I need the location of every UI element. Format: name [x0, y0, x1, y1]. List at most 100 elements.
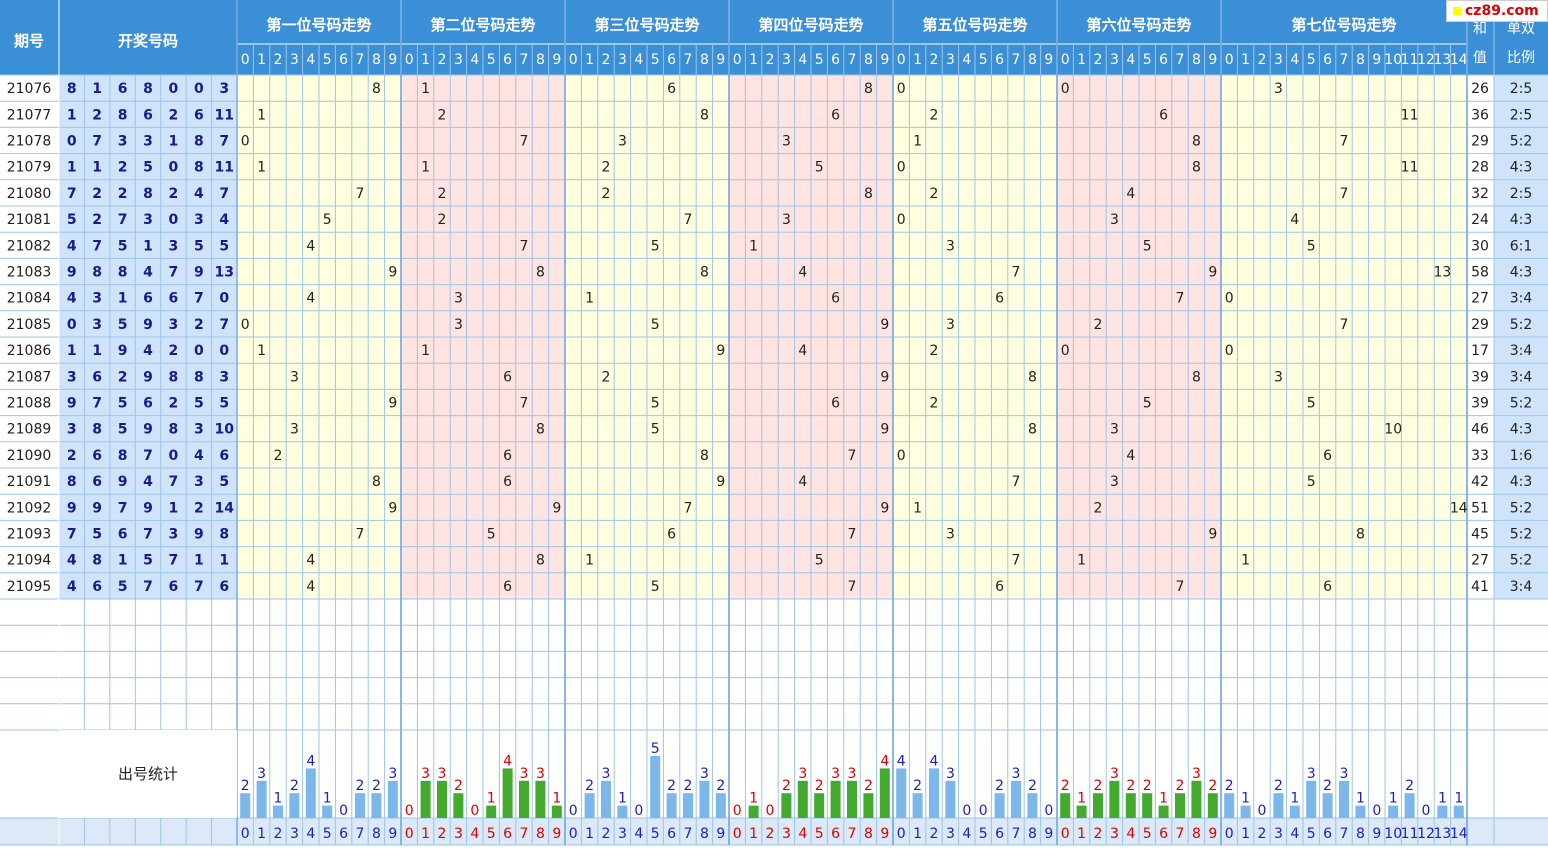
- winning-number: 7: [118, 500, 128, 516]
- digit-header: 0: [733, 52, 742, 68]
- trend-number: 3: [946, 317, 955, 333]
- stats-value: 2: [1274, 778, 1283, 794]
- ratio-cell: 4:3: [1510, 265, 1533, 281]
- digit-header: 4: [306, 52, 315, 68]
- footer-digit: 5: [651, 826, 660, 842]
- stats-bar: [355, 793, 365, 818]
- stats-bar: [1437, 805, 1448, 818]
- stats-bar: [551, 805, 562, 818]
- digit-header: 6: [503, 52, 512, 68]
- trend-number: 8: [864, 186, 873, 202]
- stats-bar: [601, 780, 611, 818]
- winning-number: 7: [169, 553, 179, 569]
- site-watermark[interactable]: cz89.com: [1446, 0, 1548, 22]
- winning-number: 9: [143, 422, 153, 438]
- winning-number: 9: [118, 474, 128, 490]
- footer-digit: 3: [618, 826, 627, 842]
- ratio-cell: 5:2: [1510, 527, 1533, 543]
- stats-bar: [502, 768, 513, 818]
- trend-number: 6: [1323, 579, 1332, 595]
- winning-number: 0: [169, 212, 179, 228]
- footer-digit: 1: [1077, 826, 1086, 842]
- winning-header: 开奖号码: [118, 32, 178, 50]
- trend-number: 9: [880, 500, 889, 516]
- digit-header: 9: [1372, 52, 1381, 68]
- winning-number: 0: [67, 134, 77, 150]
- digit-header: 5: [323, 52, 332, 68]
- digit-header: 9: [880, 52, 889, 68]
- digit-header: 14: [1450, 52, 1468, 68]
- footer-digit: 10: [1384, 826, 1402, 842]
- trend-number: 8: [700, 265, 709, 281]
- trend-number: 0: [1061, 343, 1070, 359]
- digit-header: 8: [864, 52, 873, 68]
- winning-number: 3: [169, 527, 179, 543]
- winning-number: 1: [92, 160, 102, 176]
- digit-header: 2: [766, 52, 775, 68]
- sum-cell: 36: [1471, 107, 1489, 123]
- winning-number: 8: [219, 527, 229, 543]
- stats-bar: [814, 793, 825, 818]
- footer-digit: 6: [831, 826, 840, 842]
- stats-bar: [322, 805, 333, 818]
- footer-digit: 2: [1258, 826, 1267, 842]
- issue-cell: 21077: [7, 107, 52, 123]
- ratio-cell: 3:4: [1510, 369, 1533, 385]
- winning-number: 9: [92, 500, 102, 516]
- trend-number: 3: [782, 212, 791, 228]
- trend-number: 4: [306, 238, 315, 254]
- footer-digit: 13: [1433, 826, 1451, 842]
- issue-cell: 21089: [7, 422, 52, 438]
- ratio-cell: 3:4: [1510, 291, 1533, 307]
- trend-number: 7: [520, 396, 529, 412]
- trend-number: 3: [1110, 212, 1119, 228]
- stats-value: 1: [323, 791, 332, 807]
- trend-number: 6: [503, 448, 512, 464]
- sum-header-2: 值: [1473, 50, 1487, 66]
- trend-number: 1: [1077, 553, 1086, 569]
- trend-number: 7: [356, 186, 365, 202]
- winning-number: 8: [67, 81, 77, 97]
- trend-number: 1: [421, 160, 430, 176]
- stats-bar: [1093, 793, 1103, 818]
- stats-value: 1: [749, 791, 758, 807]
- stats-value: 3: [1012, 766, 1021, 782]
- winning-number: 6: [169, 579, 179, 595]
- yellow-square-icon: [1453, 7, 1461, 15]
- stats-bar: [781, 793, 792, 818]
- footer-digit: 1: [913, 826, 922, 842]
- digit-header: 9: [388, 52, 397, 68]
- winning-number: 8: [194, 369, 204, 385]
- winning-number: 7: [118, 212, 128, 228]
- stats-bar: [584, 793, 595, 818]
- stats-value: 2: [356, 778, 365, 794]
- winning-number: 10: [215, 422, 235, 438]
- sum-cell: 30: [1471, 238, 1489, 254]
- digit-header: 8: [1192, 52, 1201, 68]
- digit-header: 7: [684, 52, 693, 68]
- winning-number: 7: [219, 134, 229, 150]
- winning-number: 1: [67, 160, 77, 176]
- digit-header: 0: [897, 52, 906, 68]
- trend-number: 3: [290, 369, 299, 385]
- trend-number: 9: [388, 500, 397, 516]
- winning-number: 3: [169, 238, 179, 254]
- footer-digit: 4: [962, 826, 971, 842]
- footer-digit: 1: [585, 826, 594, 842]
- footer-digit: 4: [306, 826, 315, 842]
- stats-bar: [1011, 780, 1021, 818]
- winning-number: 6: [194, 107, 204, 123]
- trend-number: 5: [1307, 238, 1316, 254]
- stats-bar: [1125, 793, 1136, 818]
- digit-header: 1: [1241, 52, 1250, 68]
- digit-header: 7: [520, 52, 529, 68]
- stats-value: 1: [274, 791, 283, 807]
- trend-number: 9: [1208, 265, 1217, 281]
- digit-header: 0: [405, 52, 414, 68]
- digit-header: 9: [1044, 52, 1053, 68]
- stats-value: 2: [667, 778, 676, 794]
- stats-value: 0: [962, 803, 971, 819]
- sum-cell: 45: [1471, 527, 1489, 543]
- winning-number: 7: [219, 317, 229, 333]
- winning-number: 1: [67, 343, 77, 359]
